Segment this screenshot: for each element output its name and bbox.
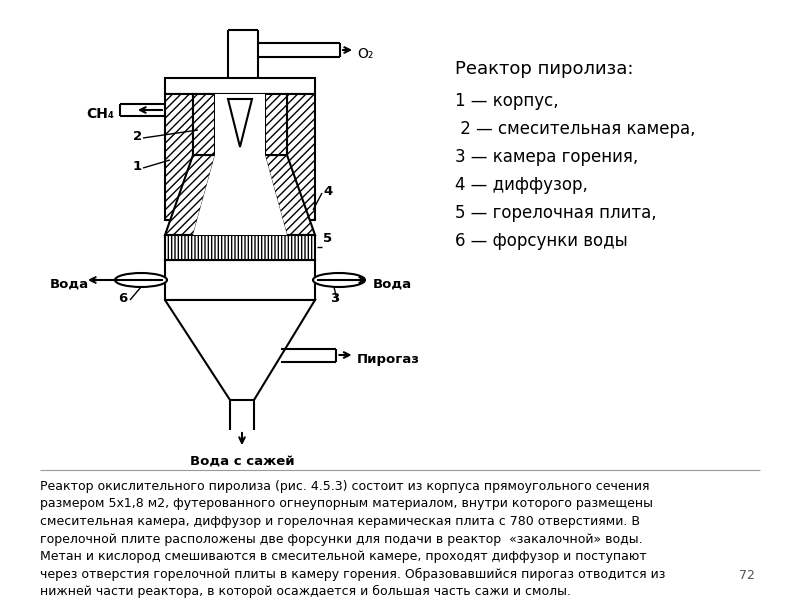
- Text: O₂: O₂: [357, 47, 374, 61]
- Text: 6: 6: [118, 292, 127, 305]
- Bar: [165, 78, 315, 94]
- Bar: [165, 260, 315, 300]
- Text: 5 — горелочная плита,: 5 — горелочная плита,: [455, 204, 657, 222]
- Ellipse shape: [115, 273, 167, 287]
- Text: 6 — форсунки воды: 6 — форсунки воды: [455, 232, 628, 250]
- Text: Метан и кислород смешиваются в смесительной камере, проходят диффузор и поступаю: Метан и кислород смешиваются в смеситель…: [40, 550, 646, 563]
- Bar: [165, 94, 193, 220]
- Text: 72: 72: [739, 569, 755, 582]
- Text: Реактор окислительного пиролиза (рис. 4.5.3) состоит из корпуса прямоугольного с: Реактор окислительного пиролиза (рис. 4.…: [40, 480, 650, 493]
- Bar: [193, 94, 287, 220]
- Text: 2 — смесительная камера,: 2 — смесительная камера,: [455, 120, 695, 138]
- Text: нижней части реактора, в которой осаждается и большая часть сажи и смолы.: нижней части реактора, в которой осаждае…: [40, 585, 571, 598]
- Text: горелочной плите расположены две форсунки для подачи в реактор  «закалочной» вод: горелочной плите расположены две форсунк…: [40, 533, 642, 545]
- Polygon shape: [165, 300, 315, 400]
- Bar: [287, 94, 315, 220]
- Text: через отверстия горелочной плиты в камеру горения. Образовавшийся пирогаз отводи: через отверстия горелочной плиты в камер…: [40, 568, 666, 581]
- Text: размером 5х1,8 м2, футерованного огнеупорным материалом, внутри которого размеще: размером 5х1,8 м2, футерованного огнеупо…: [40, 497, 653, 511]
- Polygon shape: [165, 155, 315, 235]
- Text: СН₄: СН₄: [86, 107, 114, 121]
- Text: 2: 2: [133, 130, 142, 143]
- Polygon shape: [193, 155, 287, 235]
- Text: Пирогаз: Пирогаз: [357, 352, 419, 365]
- Bar: [165, 235, 315, 260]
- Text: 1: 1: [133, 160, 142, 173]
- Text: Вода: Вода: [373, 277, 412, 290]
- Ellipse shape: [313, 273, 365, 287]
- Text: 1 — корпус,: 1 — корпус,: [455, 92, 558, 110]
- Text: 3 — камера горения,: 3 — камера горения,: [455, 148, 638, 166]
- Text: Вода с сажей: Вода с сажей: [190, 455, 294, 468]
- Bar: [265, 94, 287, 155]
- Text: 4 — диффузор,: 4 — диффузор,: [455, 176, 588, 194]
- Bar: [193, 94, 215, 155]
- Text: 5: 5: [323, 232, 332, 245]
- Text: Вода: Вода: [50, 277, 89, 290]
- Text: 4: 4: [323, 185, 332, 198]
- Text: 3: 3: [330, 292, 339, 305]
- Text: смесительная камера, диффузор и горелочная керамическая плита с 780 отверстиями.: смесительная камера, диффузор и горелочн…: [40, 515, 640, 528]
- Bar: [215, 94, 265, 155]
- Polygon shape: [228, 99, 252, 147]
- Text: Реактор пиролиза:: Реактор пиролиза:: [455, 60, 634, 78]
